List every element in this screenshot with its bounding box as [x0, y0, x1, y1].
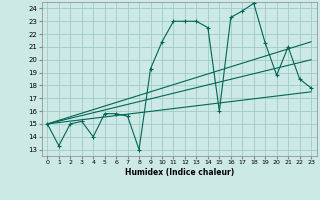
X-axis label: Humidex (Indice chaleur): Humidex (Indice chaleur): [124, 168, 234, 177]
